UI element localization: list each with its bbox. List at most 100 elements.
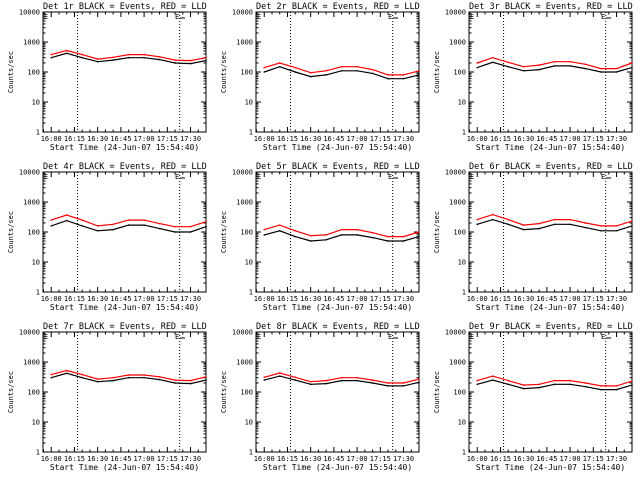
y-axis-label: Counts/sec — [433, 371, 441, 413]
panel-title: Det 2r BLACK = Events, RED = LLD — [256, 2, 420, 12]
x-tick-label: 17:30 — [393, 455, 414, 463]
data-point-events — [112, 379, 114, 382]
data-point-lld — [600, 67, 602, 70]
data-point-events — [325, 382, 327, 385]
data-point-lld — [294, 376, 296, 379]
e-marker-label: E — [175, 333, 179, 341]
x-axis-label: Start Time (24-Jun-07 15:54:40) — [476, 303, 625, 312]
data-point-events — [158, 58, 161, 61]
data-point-events — [96, 60, 99, 63]
x-tick-label: 16:00 — [467, 135, 488, 143]
y-tick-label: 1 — [249, 449, 253, 457]
data-point-events — [309, 383, 312, 386]
data-point-events — [371, 236, 374, 239]
plot-frame — [42, 11, 207, 133]
data-point-events — [205, 379, 207, 381]
e-marker-label: E — [388, 13, 392, 21]
data-point-lld — [418, 378, 420, 380]
data-point-events — [50, 225, 53, 227]
x-tick-label: 16:45 — [323, 135, 344, 143]
data-point-events — [356, 69, 358, 72]
data-point-events — [584, 226, 587, 229]
y-tick-label: 10 — [245, 99, 253, 107]
e-marker-label: E — [388, 173, 392, 181]
y-tick-label: 1000 — [23, 359, 40, 367]
e-marker-label: E — [44, 173, 48, 181]
x-tick-label: 16:45 — [323, 455, 344, 463]
y-tick-label: 10 — [32, 259, 40, 267]
data-point-events — [340, 379, 343, 382]
x-tick-label: 16:00 — [467, 295, 488, 303]
data-point-events — [600, 388, 602, 391]
data-point-events — [325, 74, 327, 76]
y-axis-label: Counts/sec — [433, 211, 441, 253]
data-point-events — [325, 238, 327, 241]
y-tick-label: 10000 — [19, 169, 40, 177]
data-point-lld — [65, 369, 68, 372]
x-tick-label: 16:30 — [513, 295, 534, 303]
data-point-events — [127, 56, 130, 59]
data-point-lld — [127, 374, 130, 376]
data-point-lld — [143, 374, 145, 376]
data-point-lld — [584, 63, 587, 66]
data-point-lld — [569, 60, 571, 63]
data-point-lld — [402, 235, 405, 238]
data-point-events — [127, 224, 130, 226]
x-tick-label: 16:30 — [300, 455, 321, 463]
data-point-lld — [615, 67, 618, 70]
data-point-lld — [631, 380, 633, 382]
y-tick-label: 1000 — [449, 199, 466, 207]
data-point-lld — [263, 376, 266, 379]
data-point-lld — [309, 234, 312, 237]
y-tick-label: 10 — [245, 419, 253, 427]
data-point-events — [553, 65, 556, 67]
data-point-lld — [553, 218, 556, 221]
data-point-lld — [522, 384, 525, 386]
e-marker-label: E — [601, 173, 605, 181]
data-point-lld — [418, 231, 420, 233]
data-point-lld — [522, 224, 525, 226]
data-point-events — [418, 381, 420, 384]
data-point-lld — [356, 228, 358, 231]
data-point-events — [553, 383, 556, 386]
data-point-events — [263, 71, 266, 73]
x-tick-label: 16:15 — [490, 295, 511, 303]
plot-frame — [468, 171, 633, 293]
data-point-lld — [309, 71, 312, 74]
data-point-events — [189, 62, 192, 65]
data-point-events — [418, 74, 420, 76]
y-axis-label: Counts/sec — [7, 371, 15, 413]
x-tick-label: 17:15 — [370, 455, 391, 463]
x-axis-label: Start Time (24-Jun-07 15:54:40) — [476, 143, 625, 152]
data-point-lld — [402, 74, 405, 76]
data-point-lld — [50, 373, 53, 376]
data-point-lld — [371, 231, 374, 234]
data-point-events — [143, 224, 145, 226]
data-point-lld — [631, 220, 633, 222]
y-axis-label: Counts/sec — [220, 371, 228, 413]
data-point-events — [174, 62, 176, 64]
data-point-lld — [491, 56, 494, 59]
panel-det-2: Det 2r BLACK = Events, RED = LLD 1 10 100 10… — [220, 2, 420, 152]
data-point-lld — [325, 379, 327, 382]
data-point-lld — [600, 385, 602, 387]
data-point-lld — [263, 228, 266, 231]
data-point-lld — [553, 60, 556, 63]
data-point-events — [356, 234, 358, 236]
y-axis-label: Counts/sec — [433, 51, 441, 93]
data-point-lld — [476, 218, 479, 221]
data-point-events — [340, 234, 343, 236]
y-tick-label: 100 — [240, 389, 253, 397]
data-point-lld — [418, 69, 420, 72]
data-point-lld — [600, 225, 602, 227]
y-tick-label: 1000 — [23, 39, 40, 47]
data-point-lld — [158, 222, 161, 225]
x-tick-label: 16:30 — [300, 135, 321, 143]
data-point-events — [143, 56, 145, 59]
panel-title: Det 8r BLACK = Events, RED = LLD — [256, 322, 420, 332]
x-tick-label: 17:15 — [583, 295, 604, 303]
panel-det-7: Det 7r BLACK = Events, RED = LLD 1 10 100 10… — [7, 322, 207, 472]
y-tick-label: 10000 — [232, 329, 253, 337]
data-point-lld — [158, 56, 161, 58]
